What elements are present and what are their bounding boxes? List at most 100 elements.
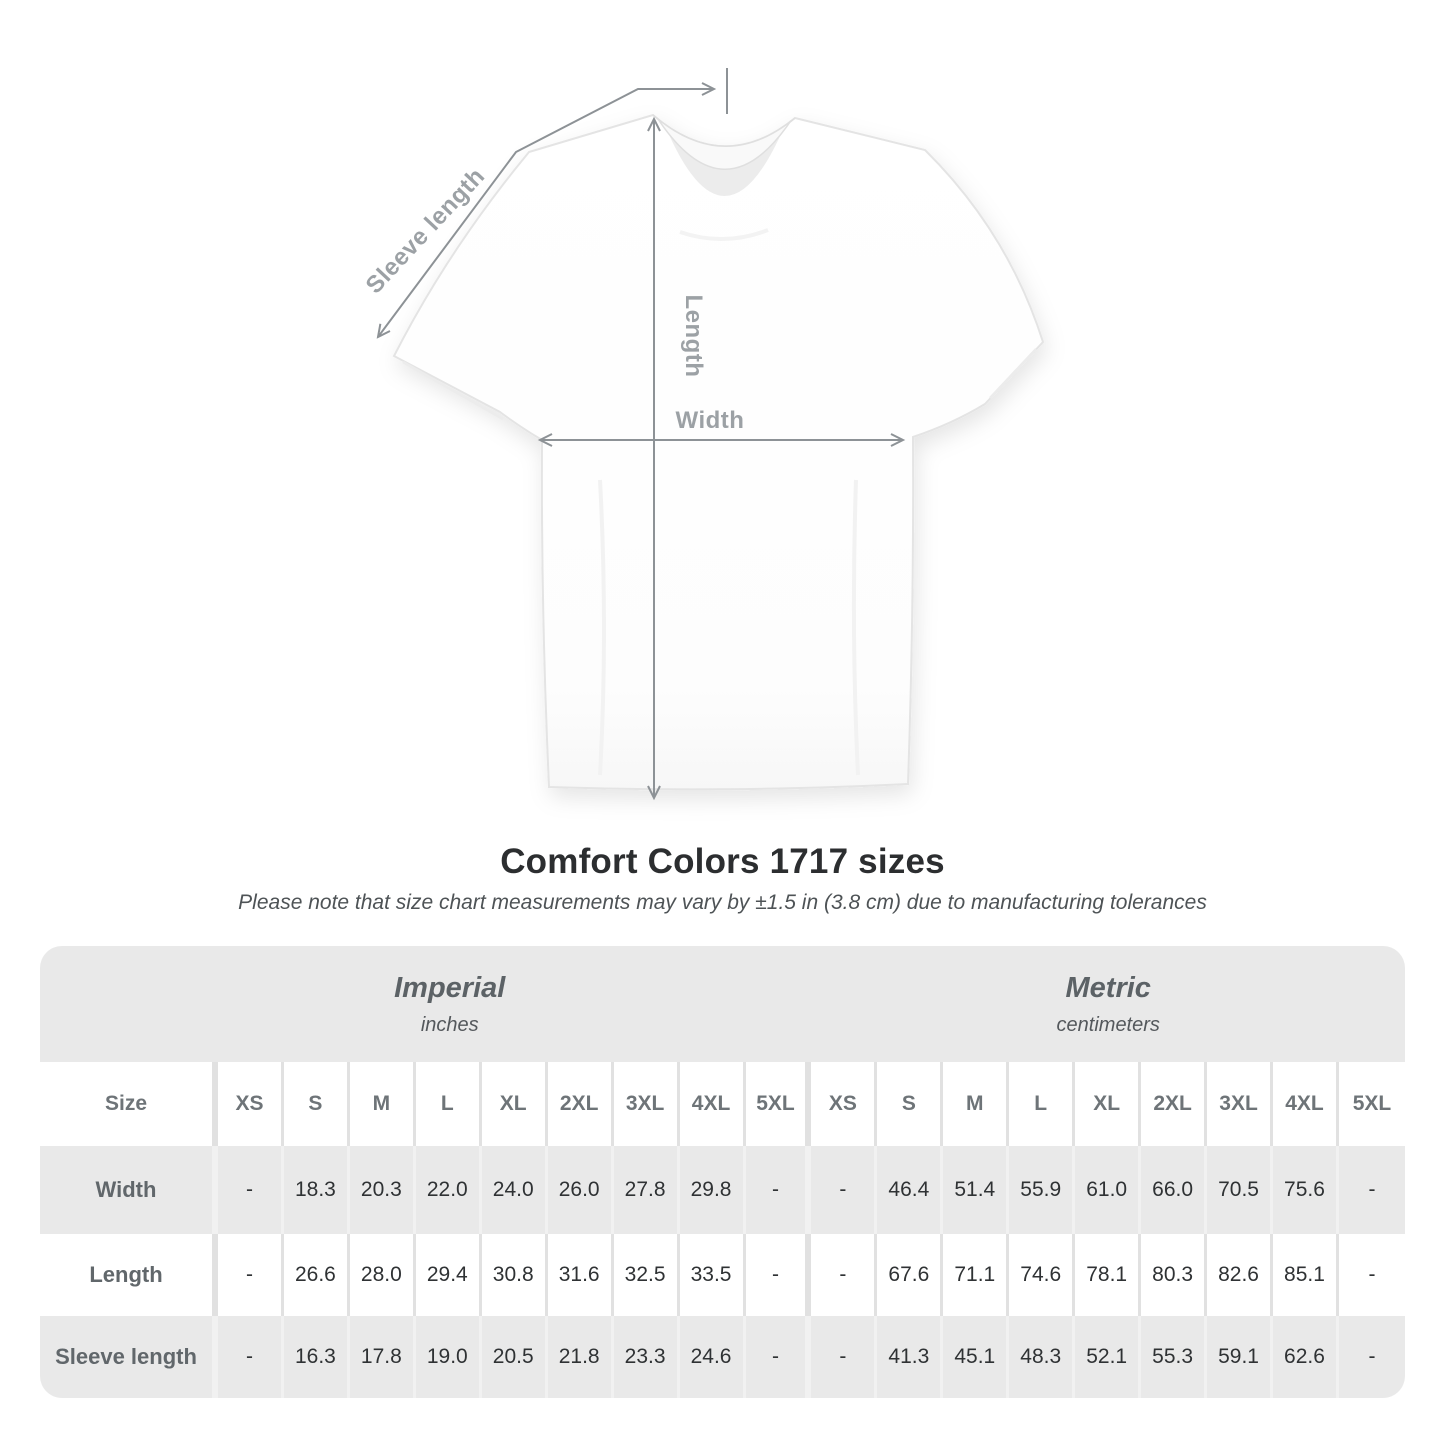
tshirt-illustration: Sleeve length Length Width: [361, 68, 1045, 801]
value-metric-xs: -: [811, 1316, 878, 1398]
fold-line: [851, 479, 860, 776]
unit-header-metric: Metric centimeters: [811, 946, 1405, 1062]
row-label: Sleeve length: [40, 1316, 218, 1398]
size-header-imperial-xs: XS: [218, 1062, 284, 1146]
value-imperial-2xl: 31.6: [547, 1234, 614, 1316]
measurement-row-width: Width -18.3 20.3 22.0 24.0 26.0 27.8 29.8- -46.4…: [40, 1146, 1405, 1234]
size-header-imperial-l: L: [415, 1062, 482, 1146]
value-imperial-m: 17.8: [349, 1316, 416, 1398]
size-header-imperial-xl: XL: [481, 1062, 548, 1146]
value-imperial-5xl: -: [745, 1316, 812, 1398]
size-header-imperial-3xl: 3XL: [613, 1062, 680, 1146]
value-metric-m: 45.1: [943, 1316, 1010, 1398]
value-imperial-2xl: 21.8: [547, 1316, 614, 1398]
heading-block: Comfort Colors 1717 sizes Please note th…: [0, 840, 1445, 916]
size-header-imperial-4xl: 4XL: [679, 1062, 746, 1146]
size-header-imperial-5xl: 5XL: [745, 1062, 812, 1146]
size-header-metric-3xl: 3XL: [1207, 1062, 1273, 1146]
value-imperial-l: 19.0: [415, 1316, 482, 1398]
size-header-imperial-s: S: [283, 1062, 350, 1146]
value-imperial-xs: -: [218, 1234, 284, 1316]
value-imperial-l: 22.0: [415, 1146, 482, 1234]
value-metric-xs: -: [811, 1234, 878, 1316]
row-label: Length: [40, 1234, 218, 1316]
imperial-unit: inches: [420, 1013, 479, 1036]
page-title: Comfort Colors 1717 sizes: [500, 842, 945, 881]
value-metric-2xl: 80.3: [1141, 1234, 1208, 1316]
fold-line: [598, 479, 606, 776]
value-imperial-xs: -: [218, 1316, 284, 1398]
size-header-metric-4xl: 4XL: [1273, 1062, 1339, 1146]
value-metric-s: 41.3: [877, 1316, 944, 1398]
size-table: Imperial inches Metric centimeters Size X…: [40, 946, 1405, 1398]
value-imperial-xl: 24.0: [481, 1146, 548, 1234]
value-imperial-xl: 20.5: [481, 1316, 548, 1398]
size-header-metric-m: M: [943, 1062, 1010, 1146]
value-metric-m: 51.4: [943, 1146, 1010, 1234]
size-table-container: Imperial inches Metric centimeters Size X…: [40, 946, 1405, 1398]
size-header-imperial-2xl: 2XL: [547, 1062, 614, 1146]
value-imperial-m: 28.0: [349, 1234, 416, 1316]
size-header-metric-s: S: [877, 1062, 944, 1146]
value-imperial-2xl: 26.0: [547, 1146, 614, 1234]
value-imperial-s: 18.3: [283, 1146, 350, 1234]
value-metric-m: 71.1: [943, 1234, 1010, 1316]
value-metric-5xl: -: [1338, 1316, 1405, 1398]
measurement-row-length: Length -26.6 28.0 29.4 30.8 31.6 32.5 33.5- -67.…: [40, 1234, 1405, 1316]
width-label: Width: [676, 407, 745, 434]
unit-header-imperial: Imperial inches: [40, 946, 812, 1062]
value-imperial-s: 26.6: [283, 1234, 350, 1316]
value-metric-3xl: 59.1: [1207, 1316, 1273, 1398]
value-imperial-s: 16.3: [283, 1316, 350, 1398]
value-metric-3xl: 82.6: [1207, 1234, 1273, 1316]
value-imperial-xl: 30.8: [481, 1234, 548, 1316]
value-imperial-5xl: -: [745, 1234, 812, 1316]
value-metric-3xl: 70.5: [1207, 1146, 1273, 1234]
value-imperial-xs: -: [218, 1146, 284, 1234]
tshirt-body-outline: [392, 113, 1045, 791]
value-imperial-4xl: 29.8: [679, 1146, 746, 1234]
value-imperial-3xl: 32.5: [613, 1234, 680, 1316]
value-metric-l: 48.3: [1009, 1316, 1076, 1398]
size-header-imperial-m: M: [349, 1062, 416, 1146]
size-header-metric-xl: XL: [1075, 1062, 1142, 1146]
length-label: Length: [680, 295, 707, 378]
value-metric-2xl: 66.0: [1141, 1146, 1208, 1234]
size-header-metric-2xl: 2XL: [1141, 1062, 1208, 1146]
size-header-metric-l: L: [1009, 1062, 1076, 1146]
size-table-body: Width -18.3 20.3 22.0 24.0 26.0 27.8 29.8- -46.4…: [40, 1146, 1405, 1398]
value-metric-s: 67.6: [877, 1234, 944, 1316]
size-header-metric-5xl: 5XL: [1338, 1062, 1405, 1146]
dimension-lines: [376, 68, 906, 801]
tshirt-shape: [392, 113, 1045, 791]
value-metric-4xl: 62.6: [1273, 1316, 1339, 1398]
imperial-label: Imperial: [394, 971, 506, 1004]
unit-header-row: Imperial inches Metric centimeters: [40, 946, 1405, 1062]
value-metric-l: 74.6: [1009, 1234, 1076, 1316]
value-metric-l: 55.9: [1009, 1146, 1076, 1234]
value-metric-2xl: 55.3: [1141, 1316, 1208, 1398]
metric-label: Metric: [1065, 971, 1151, 1004]
value-metric-xl: 52.1: [1075, 1316, 1142, 1398]
sleeve-length-dimension-line: [376, 82, 717, 339]
value-imperial-m: 20.3: [349, 1146, 416, 1234]
value-imperial-4xl: 24.6: [679, 1316, 746, 1398]
metric-unit: centimeters: [1056, 1013, 1160, 1036]
value-imperial-l: 29.4: [415, 1234, 482, 1316]
left-cuff-stitch: [402, 360, 504, 421]
right-cuff-stitch: [989, 348, 1037, 399]
value-imperial-3xl: 27.8: [613, 1146, 680, 1234]
value-metric-4xl: 85.1: [1273, 1234, 1339, 1316]
value-imperial-4xl: 33.5: [679, 1234, 746, 1316]
value-metric-xl: 61.0: [1075, 1146, 1142, 1234]
value-metric-s: 46.4: [877, 1146, 944, 1234]
value-metric-4xl: 75.6: [1273, 1146, 1339, 1234]
value-imperial-3xl: 23.3: [613, 1316, 680, 1398]
row-label: Width: [40, 1146, 218, 1234]
tolerance-note: Please note that size chart measurements…: [238, 891, 1207, 914]
value-metric-5xl: -: [1338, 1234, 1405, 1316]
size-column-label: Size: [40, 1062, 218, 1146]
value-metric-5xl: -: [1338, 1146, 1405, 1234]
value-metric-xl: 78.1: [1075, 1234, 1142, 1316]
